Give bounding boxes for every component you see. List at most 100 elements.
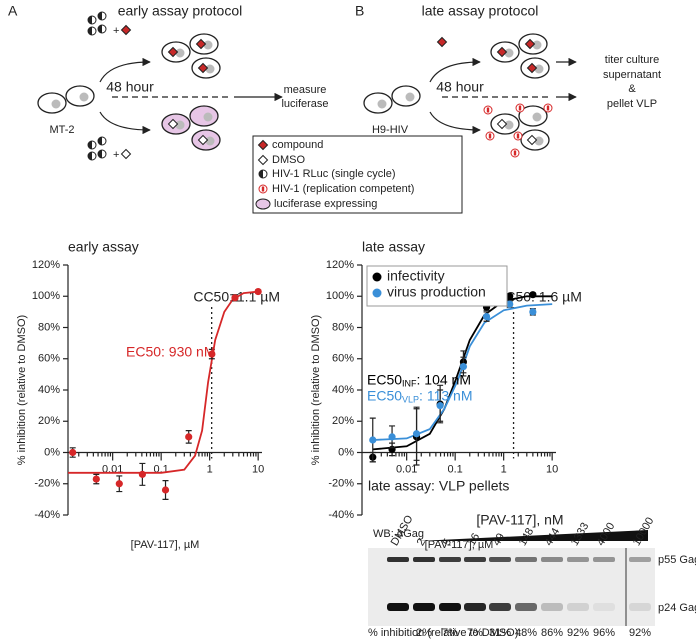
band [541, 557, 563, 562]
x-tick-label: 10 [252, 463, 264, 475]
panel-b-diagram: B late assay protocol H9-HIV 48 hour tit… [355, 3, 661, 158]
virion [515, 103, 525, 113]
cell [65, 85, 95, 107]
cell-line: H9-HIV [372, 124, 409, 136]
duration: 48 hour [436, 79, 484, 95]
inhibition-value: 48% [515, 627, 537, 639]
arrow [99, 111, 151, 135]
cell [37, 92, 67, 114]
ec50-part: EC50: 930 nM [126, 343, 216, 359]
lane-label: 148 [517, 526, 537, 548]
lane-label: 49 [491, 531, 508, 548]
y-tick-label: 80% [332, 321, 354, 333]
band [541, 603, 563, 611]
readout: pellet VLP [607, 98, 657, 110]
virion [87, 151, 97, 161]
virion [483, 105, 493, 115]
virion [485, 131, 495, 141]
virion [87, 15, 97, 25]
band [439, 603, 461, 611]
band [567, 603, 589, 611]
data-point [388, 433, 396, 441]
inhibition-value: 86% [541, 627, 563, 639]
inhibition-value: 92% [567, 627, 589, 639]
inhibition-value: 7% [442, 627, 458, 639]
y-tick-label: 60% [332, 353, 354, 365]
virion [97, 24, 107, 34]
y-tick-label: 0% [44, 446, 60, 458]
key: compound DMSO HIV-1 RLuc (single cycle) … [252, 135, 463, 214]
band [413, 557, 435, 562]
chart-title: late assay [362, 239, 425, 255]
ec50-part: EC50 [367, 371, 402, 387]
x-axis-label: [PAV-117], µM [131, 539, 200, 551]
key-icon [258, 169, 268, 179]
legend-label: virus production [387, 284, 486, 300]
y-tick-label: 20% [38, 415, 60, 427]
duration: 48 hour [106, 79, 154, 95]
band [387, 603, 409, 611]
inhibition-value: 96% [593, 627, 615, 639]
data-point [482, 312, 491, 321]
virion [543, 103, 553, 113]
band [464, 603, 486, 611]
band [567, 557, 589, 562]
data-point [529, 308, 537, 316]
data-point [506, 300, 514, 308]
band [629, 603, 651, 611]
band [515, 557, 537, 562]
panel-title: early assay protocol [118, 3, 243, 19]
ec50-part: : 104 nM [417, 371, 471, 387]
inhibition-value: 2% [416, 627, 432, 639]
data-point [231, 294, 239, 302]
virion [87, 140, 97, 150]
x-axis-label: [PAV-117], µM [425, 539, 494, 551]
virion [97, 136, 107, 146]
chart-title: early assay [68, 239, 139, 255]
virion [87, 26, 97, 36]
data-point [529, 291, 537, 299]
lane-label: 16 [466, 531, 483, 548]
inhibition-value: 7% [467, 627, 483, 639]
inhibition-value: 31% [489, 627, 511, 639]
y-tick-label: 100% [326, 290, 354, 302]
data-point [185, 433, 193, 441]
data-point [459, 362, 468, 371]
data-point [369, 436, 377, 444]
readout: & [628, 83, 636, 95]
data-point [412, 430, 421, 438]
x-tick-label: 0.1 [448, 463, 463, 475]
cell-line: MT-2 [49, 124, 74, 136]
x-tick-label: 0.01 [396, 463, 417, 475]
y-axis-label: % inhibition (relative to DMSO) [310, 315, 322, 465]
diamond [437, 37, 447, 47]
cell [189, 105, 219, 127]
y-tick-label: -20% [34, 478, 60, 490]
key-label: HIV-1 RLuc (single cycle) [272, 168, 396, 180]
ec50-label: EC50VLP: 113 nM [367, 387, 472, 405]
diamond [121, 25, 131, 35]
key-label: DMSO [272, 154, 305, 166]
data-point [161, 486, 170, 494]
x-tick-label: 10 [546, 463, 558, 475]
y-tick-label: 120% [32, 259, 60, 271]
band [439, 557, 461, 562]
y-tick-label: 80% [38, 321, 60, 333]
band [464, 557, 486, 562]
key-icon [255, 198, 271, 210]
lane-label: 444 [543, 526, 563, 548]
band [515, 603, 537, 611]
data-point [208, 350, 216, 358]
detection: WB: αGag [373, 528, 424, 540]
inhibition-label: % inhibition (relative to DMSO): [368, 627, 521, 639]
band [489, 557, 511, 562]
legend-label: infectivity [387, 268, 445, 284]
key-label: HIV-1 (replication competent) [272, 183, 414, 195]
data-point [115, 480, 123, 488]
y-tick-label: -40% [34, 509, 60, 521]
arrow [429, 57, 481, 83]
ec50-part: EC50 [367, 387, 402, 403]
y-axis-label: % inhibition (relative to DMSO) [16, 315, 28, 465]
panel-a-diagram: A early assay protocol MT-2 + + 48 hour … [8, 3, 329, 161]
